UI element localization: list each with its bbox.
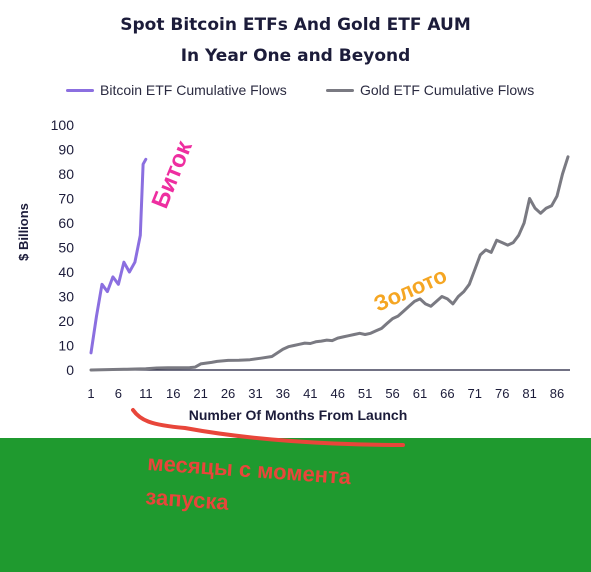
legend-label-gold: Gold ETF Cumulative Flows xyxy=(360,82,535,98)
x-tick-label: 46 xyxy=(330,386,344,401)
y-tick-label: 70 xyxy=(58,191,74,207)
x-tick-label: 66 xyxy=(440,386,454,401)
annotation-months-line1: месяцы с момента xyxy=(147,450,353,489)
chart-title: Spot Bitcoin ETFs And Gold ETF AUM xyxy=(120,15,471,35)
x-tick-label: 51 xyxy=(358,386,372,401)
y-tick-label: 60 xyxy=(58,215,74,231)
y-tick-label: 90 xyxy=(58,142,74,158)
annotation-bitcoin: Биток xyxy=(147,136,199,212)
green-banner xyxy=(0,438,591,572)
y-tick-label: 0 xyxy=(66,362,74,378)
y-tick-label: 20 xyxy=(58,313,74,329)
y-tick-label: 30 xyxy=(58,289,74,305)
x-tick-label: 11 xyxy=(139,386,153,401)
y-tick-label: 40 xyxy=(58,264,74,280)
annotation-gold: Золото xyxy=(370,262,451,316)
x-axis-label: Number Of Months From Launch xyxy=(189,407,408,423)
x-tick-label: 56 xyxy=(385,386,399,401)
x-tick-label: 16 xyxy=(166,386,180,401)
x-tick-label: 31 xyxy=(248,386,262,401)
red-underline-stroke xyxy=(131,408,405,447)
y-tick-label: 80 xyxy=(58,166,74,182)
legend-swatch-bitcoin xyxy=(66,88,94,92)
x-tick-label: 86 xyxy=(550,386,564,401)
x-tick-label: 36 xyxy=(276,386,290,401)
x-tick-label: 1 xyxy=(87,386,94,401)
x-tick-label: 61 xyxy=(413,386,427,401)
x-tick-label: 81 xyxy=(522,386,536,401)
y-tick-label: 100 xyxy=(51,117,75,133)
annotation-months-line2: запуска xyxy=(145,484,231,515)
x-tick-label: 76 xyxy=(495,386,509,401)
series-line-bitcoin xyxy=(89,157,148,355)
y-tick-label: 10 xyxy=(58,338,74,354)
x-tick-label: 41 xyxy=(303,386,317,401)
x-tick-label: 6 xyxy=(115,386,122,401)
chart-card xyxy=(0,0,591,438)
legend-swatch-gold xyxy=(326,88,354,92)
legend-label-bitcoin: Bitcoin ETF Cumulative Flows xyxy=(100,82,287,98)
x-tick-label: 21 xyxy=(193,386,207,401)
legend-item-bitcoin: Bitcoin ETF Cumulative Flows xyxy=(66,82,287,98)
y-tick-label: 50 xyxy=(58,240,74,256)
x-tick-label: 71 xyxy=(468,386,482,401)
y-axis-label: $ Billions xyxy=(16,203,31,261)
series-line-gold xyxy=(89,155,570,372)
x-tick-label: 26 xyxy=(221,386,235,401)
chart-subtitle: In Year One and Beyond xyxy=(180,46,411,66)
legend-item-gold: Gold ETF Cumulative Flows xyxy=(326,82,534,98)
